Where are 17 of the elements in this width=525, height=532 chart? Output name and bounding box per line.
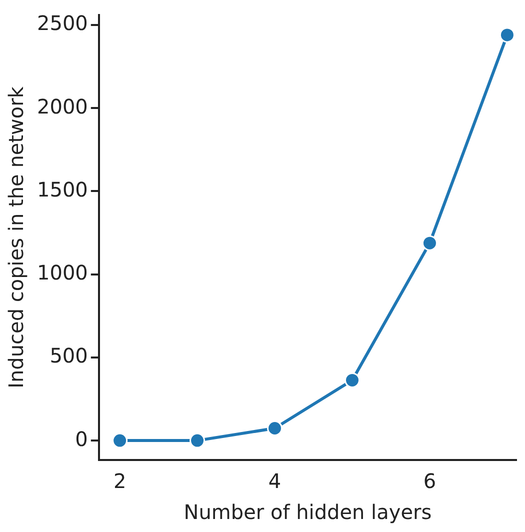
x-tick-label: 4 <box>268 469 282 494</box>
y-tick-label: 0 <box>75 426 88 451</box>
y-axis-title: Induced copies in the network <box>4 86 28 388</box>
y-tick-label: 500 <box>50 344 88 368</box>
point <box>499 27 515 43</box>
y-tick-label: 1000 <box>36 260 88 285</box>
point <box>112 432 128 448</box>
point <box>190 432 206 448</box>
x-tick-label: 6 <box>423 469 436 494</box>
point <box>267 420 283 436</box>
y-tick-label: 2000 <box>36 94 88 118</box>
x-tick-label: 2 <box>113 469 126 494</box>
point <box>422 235 438 251</box>
y-tick-label: 2500 <box>36 11 88 36</box>
y-tick-label: 1500 <box>36 177 88 202</box>
point <box>344 372 360 388</box>
x-axis-title: Number of hidden layers <box>184 500 432 524</box>
